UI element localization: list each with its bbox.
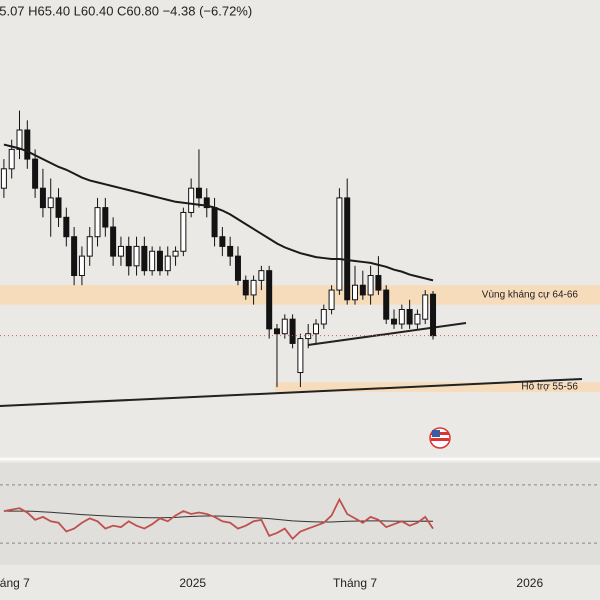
candle-body xyxy=(312,323,319,335)
candle-body xyxy=(16,129,23,150)
candle-body xyxy=(78,255,85,277)
x-tick-label: Tháng 7 xyxy=(333,576,377,590)
candle-body xyxy=(71,236,78,277)
candle-body xyxy=(195,187,202,199)
x-tick-label: Tháng 7 xyxy=(0,576,30,590)
candle-body xyxy=(422,294,429,320)
candle-body xyxy=(234,255,241,281)
zones: Vùng kháng cự 64-66 Hỗ trợ 55-56 xyxy=(0,285,600,393)
zone-label: Vùng kháng cự 64-66 xyxy=(482,290,579,301)
candle-body xyxy=(430,293,437,337)
candle-body xyxy=(8,148,15,170)
candle-body xyxy=(242,279,249,296)
candle-body xyxy=(55,197,62,218)
candle-body xyxy=(250,279,257,296)
x-tick-label: 2025 xyxy=(179,576,206,590)
candle-body xyxy=(375,275,382,291)
flag-icon xyxy=(429,427,451,449)
candle-body xyxy=(110,226,117,257)
trend-line xyxy=(307,322,467,346)
candle-body xyxy=(117,245,124,257)
candle-body xyxy=(359,284,366,296)
candle-body xyxy=(320,308,327,325)
candle-body xyxy=(188,187,195,213)
candle-body xyxy=(398,308,405,325)
candle-body xyxy=(266,270,273,330)
zone-label: Hỗ trợ 55-56 xyxy=(521,380,578,393)
ohlc-header: 65.07 H65.40 L60.40 C60.80 −4.38 (−6.72%… xyxy=(0,3,252,18)
candle-body xyxy=(94,207,101,238)
candle-body xyxy=(0,168,7,189)
candle-body xyxy=(258,270,265,281)
candle-body xyxy=(414,313,421,325)
trend-line xyxy=(0,378,583,407)
candle-body xyxy=(32,158,39,189)
candle-body xyxy=(367,275,374,296)
candle-body xyxy=(172,250,179,257)
moving-average xyxy=(3,143,434,282)
candle-body xyxy=(133,245,140,267)
candle-body xyxy=(149,250,156,272)
zone-band xyxy=(275,382,600,392)
candle-body xyxy=(227,245,234,257)
candle-body xyxy=(47,197,54,209)
candle-body xyxy=(24,129,31,160)
candle-body xyxy=(297,338,304,374)
candle-body xyxy=(102,207,109,228)
candle-body xyxy=(125,245,132,267)
candle-body xyxy=(86,236,93,257)
candle-body xyxy=(39,187,46,209)
candle-body xyxy=(180,211,187,252)
candle-body xyxy=(211,207,218,238)
candle-body xyxy=(406,308,413,325)
candle-body xyxy=(219,236,226,247)
plot: Tháng 7 2025 Tháng 7 2026 xyxy=(0,110,600,590)
candle-body xyxy=(328,289,335,310)
candle-body xyxy=(203,197,210,209)
candle-body xyxy=(63,216,70,238)
candle-body xyxy=(141,245,148,272)
candle-body xyxy=(289,318,296,344)
candle-body xyxy=(344,197,351,301)
candle-body xyxy=(352,284,359,301)
candle-body xyxy=(164,255,171,272)
zone-band xyxy=(0,285,600,305)
candle-body xyxy=(273,328,280,335)
candle-body xyxy=(156,250,163,272)
rsi-line xyxy=(3,497,434,541)
candle-body xyxy=(281,318,288,335)
candle-body xyxy=(383,289,390,320)
rsi-pane xyxy=(0,463,600,565)
candle-body xyxy=(391,318,398,325)
candle-body xyxy=(336,197,343,291)
x-tick-label: 2026 xyxy=(516,576,543,590)
